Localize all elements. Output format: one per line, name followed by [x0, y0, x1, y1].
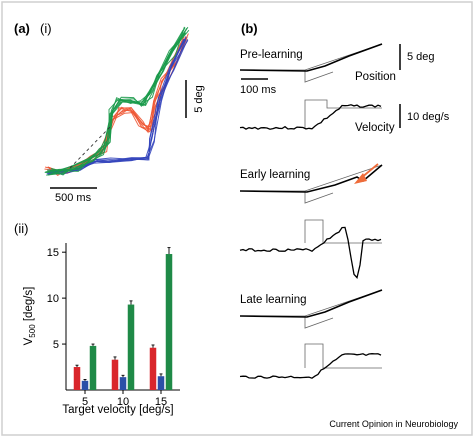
late-learning-title: Late learning — [240, 294, 307, 306]
late-eye-position — [239, 289, 383, 318]
y-tick-label: 5 — [53, 339, 59, 351]
eye-trace — [50, 27, 186, 172]
y-tick-label: 10 — [47, 293, 59, 305]
late-eye-velocity — [239, 353, 382, 379]
late-target-velocity — [304, 343, 382, 369]
pursuit-onset-dashed-line — [69, 124, 113, 169]
panel-b-traces — [239, 43, 383, 379]
bar — [73, 367, 81, 390]
early-target-velocity — [304, 219, 382, 244]
eye-position-traces — [44, 26, 190, 177]
red-arrow — [354, 163, 379, 184]
bar — [149, 347, 157, 390]
panel-a-i-label: (i) — [40, 21, 52, 36]
velocity-label: Velocity — [355, 122, 395, 134]
y-tick-label: 15 — [47, 247, 59, 259]
scale-label-5deg-b: 5 deg — [407, 51, 435, 63]
late-target-step — [304, 316, 334, 329]
panel-b-label: (b) — [241, 21, 258, 36]
pre-eye-position — [239, 43, 383, 72]
bar — [89, 345, 97, 390]
x-tick-label: 10 — [117, 396, 129, 408]
scale-label-5deg-a: 5 deg — [193, 85, 205, 113]
bar — [127, 304, 135, 390]
red-arrow-head — [354, 173, 367, 184]
pre-target-step — [304, 70, 334, 83]
panel-a-label: (a) — [14, 21, 30, 36]
scale-label-500ms: 500 ms — [55, 192, 92, 204]
x-tick-label: 15 — [155, 396, 167, 408]
pre-learning-title: Pre-learning — [240, 49, 303, 61]
eye-trace — [50, 39, 187, 173]
y-axis-title-main: V — [23, 337, 35, 345]
credit-text: Current Opinion in Neurobiology — [329, 419, 458, 429]
panel-a-ii-label: (ii) — [14, 221, 28, 236]
bar — [119, 377, 127, 390]
position-label: Position — [355, 71, 396, 83]
scale-label-10degs: 10 deg/s — [407, 111, 450, 123]
bar — [81, 380, 89, 390]
scale-label-100ms: 100 ms — [240, 84, 277, 96]
y-axis-title-unit: [deg/s] — [23, 287, 35, 325]
bar — [157, 376, 165, 390]
bar-chart: 5 10 15 5 10 15 Target velocity [deg/s] V500… — [23, 243, 180, 416]
eye-trace — [49, 32, 186, 176]
bar — [111, 359, 119, 390]
x-axis-title: Target velocity [deg/s] — [62, 404, 173, 416]
y-axis-title-sub: 500 — [28, 324, 37, 338]
early-learning-title: Early learning — [240, 169, 310, 181]
pre-eye-velocity — [239, 104, 382, 130]
early-eye-velocity — [239, 226, 382, 279]
panel-b: Pre-learning Early learning Late learnin… — [239, 43, 450, 379]
y-axis-title: V500 [deg/s] — [23, 287, 37, 346]
x-tick-label: 5 — [82, 396, 88, 408]
pre-target-velocity — [304, 99, 382, 128]
early-eye-position — [239, 164, 383, 193]
bar — [165, 254, 173, 390]
early-target-step — [304, 191, 334, 204]
